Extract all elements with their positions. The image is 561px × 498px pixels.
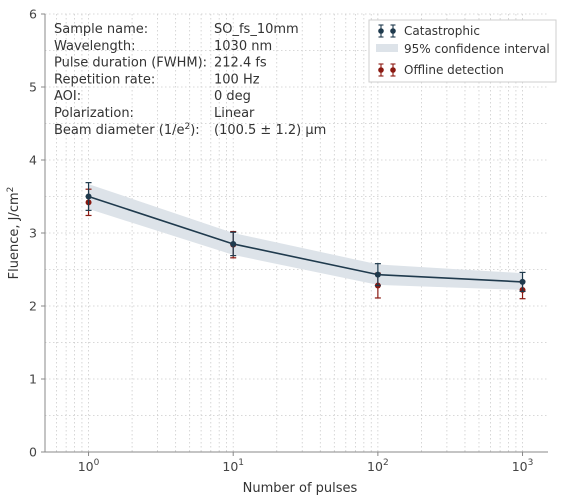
catastrophic-point (230, 240, 237, 247)
y-tick-labels: 0 1 2 3 4 5 6 (29, 7, 45, 460)
y-tick-label: 1 (29, 372, 37, 387)
info-value: (100.5 ± 1.2) µm (214, 123, 326, 138)
confidence-band-layer (88, 184, 523, 290)
info-key: AOI: (54, 89, 81, 104)
grid (44, 13, 548, 453)
x-axis-label: Number of pulses (243, 481, 358, 496)
legend-label-catastrophic: Catastrophic (404, 24, 480, 38)
legend-label-confidence-band: 95% confidence interval (404, 42, 550, 56)
x-tick-label: 101 (222, 458, 244, 474)
info-key: Repetition rate: (54, 72, 155, 87)
y-tick-label: 5 (29, 80, 37, 95)
info-key: Sample name: (54, 22, 148, 37)
series-layer (85, 182, 526, 300)
y-axis-label-sup: 2 (6, 187, 16, 193)
info-value: SO_fs_10mm (214, 22, 299, 37)
catastrophic-point (85, 193, 92, 200)
confidence-band (88, 184, 523, 290)
info-key: Wavelength: (54, 39, 136, 54)
legend-box (368, 19, 557, 83)
x-tick-label: 100 (78, 458, 100, 474)
x-tick-labels: 100 101 102 103 (78, 452, 534, 474)
y-tick-label: 2 (29, 299, 37, 314)
y-tick-label: 3 (29, 226, 37, 241)
catastrophic-legend-marker (390, 28, 396, 34)
info-key: Polarization: (54, 106, 134, 121)
sample-info-block: Sample name: SO_fs_10mm Wavelength: 1030 nm… (54, 22, 326, 138)
catastrophic-point (519, 278, 526, 285)
legend-band-swatch (376, 44, 398, 52)
offline-detection-legend-marker (378, 67, 384, 73)
info-value: 212.4 fs (214, 56, 267, 71)
info-key: Pulse duration (FWHM): (54, 56, 207, 71)
catastrophic-legend-marker (378, 28, 384, 34)
offline-detection-legend-marker (390, 67, 396, 73)
y-tick-label: 4 (29, 153, 37, 168)
info-value: Linear (214, 106, 255, 121)
y-tick-label: 6 (29, 7, 37, 22)
catastrophic-line (88, 195, 523, 283)
info-value: 1030 nm (214, 39, 272, 54)
info-value: 100 Hz (214, 72, 260, 87)
legend-label-offline-detection: Offline detection (404, 63, 504, 77)
info-value: 0 deg (214, 89, 251, 104)
x-tick-label: 102 (367, 458, 389, 474)
y-axis-label: Fluence, J/cm2 (6, 187, 22, 280)
info-key: Beam diameter (1/e2): (54, 122, 200, 138)
legend: Catastrophic 95% confidence interval Offli… (368, 19, 557, 83)
x-tick-label: 103 (512, 458, 534, 474)
catastrophic-point (374, 271, 381, 278)
y-tick-label: 0 (29, 445, 37, 460)
